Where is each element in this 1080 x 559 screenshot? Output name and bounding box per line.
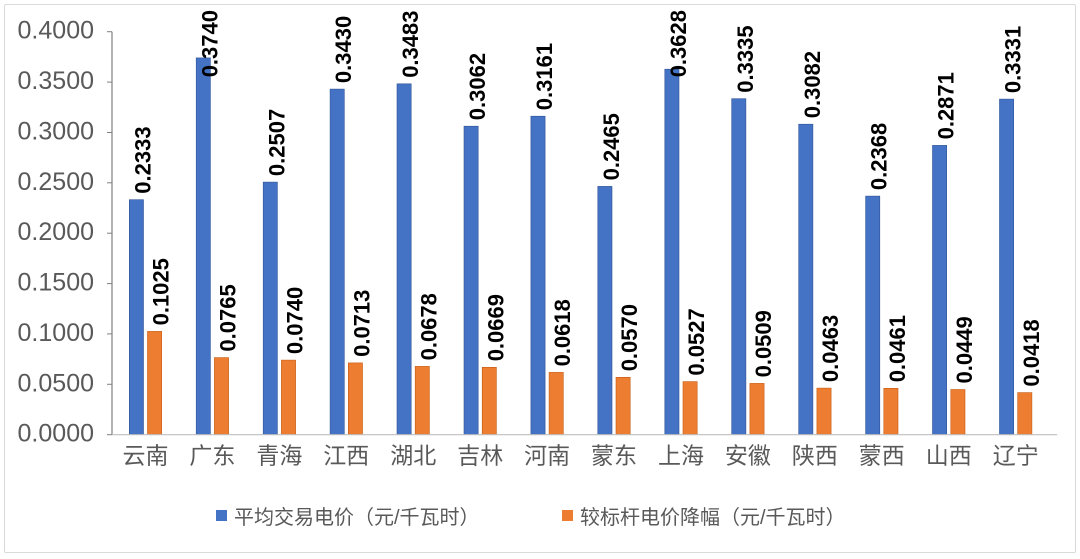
svg-text:0.0570: 0.0570 bbox=[617, 304, 642, 371]
svg-text:0.3000: 0.3000 bbox=[18, 118, 94, 146]
svg-text:陕西: 陕西 bbox=[792, 443, 838, 469]
svg-text:0.2871: 0.2871 bbox=[934, 72, 959, 139]
svg-text:0.0500: 0.0500 bbox=[18, 369, 94, 397]
svg-text:0.3161: 0.3161 bbox=[532, 43, 557, 110]
svg-text:0.1500: 0.1500 bbox=[18, 269, 94, 297]
svg-text:江西: 江西 bbox=[323, 443, 369, 469]
svg-text:0.3483: 0.3483 bbox=[398, 11, 423, 78]
svg-text:蒙东: 蒙东 bbox=[591, 443, 637, 469]
svg-text:云南: 云南 bbox=[123, 443, 169, 469]
svg-text:0.0765: 0.0765 bbox=[216, 284, 241, 351]
svg-text:山西: 山西 bbox=[926, 443, 972, 469]
svg-text:0.3740: 0.3740 bbox=[197, 10, 222, 77]
svg-text:辽宁: 辽宁 bbox=[993, 443, 1039, 469]
svg-text:0.0669: 0.0669 bbox=[483, 294, 508, 361]
svg-text:蒙西: 蒙西 bbox=[859, 443, 905, 469]
svg-text:0.0463: 0.0463 bbox=[818, 315, 843, 382]
svg-text:0.2507: 0.2507 bbox=[264, 109, 289, 176]
svg-text:0.3430: 0.3430 bbox=[331, 16, 356, 83]
svg-text:广东: 广东 bbox=[189, 443, 235, 469]
svg-text:0.3082: 0.3082 bbox=[800, 51, 825, 118]
svg-text:0.2500: 0.2500 bbox=[18, 168, 94, 196]
svg-text:0.3331: 0.3331 bbox=[1001, 26, 1026, 93]
svg-text:0.0000: 0.0000 bbox=[18, 420, 94, 448]
svg-text:0.3500: 0.3500 bbox=[18, 67, 94, 95]
svg-text:0.3335: 0.3335 bbox=[733, 25, 758, 92]
svg-text:0.2333: 0.2333 bbox=[130, 126, 155, 193]
svg-text:吉林: 吉林 bbox=[457, 443, 503, 469]
svg-text:0.0449: 0.0449 bbox=[952, 316, 977, 383]
svg-text:0.0509: 0.0509 bbox=[751, 310, 776, 377]
svg-text:河南: 河南 bbox=[524, 443, 570, 469]
svg-text:湖北: 湖北 bbox=[390, 443, 436, 469]
svg-text:0.3062: 0.3062 bbox=[465, 53, 490, 120]
svg-text:0.1000: 0.1000 bbox=[18, 319, 94, 347]
svg-text:0.2368: 0.2368 bbox=[867, 123, 892, 190]
svg-text:0.3628: 0.3628 bbox=[666, 10, 691, 77]
svg-text:青海: 青海 bbox=[256, 443, 302, 469]
svg-text:0.0740: 0.0740 bbox=[283, 287, 308, 354]
svg-text:0.2465: 0.2465 bbox=[599, 113, 624, 180]
svg-text:0.0418: 0.0418 bbox=[1019, 319, 1044, 386]
svg-text:0.1025: 0.1025 bbox=[149, 258, 174, 325]
svg-text:0.0713: 0.0713 bbox=[349, 290, 374, 357]
svg-text:安徽: 安徽 bbox=[725, 443, 771, 469]
svg-text:0.0618: 0.0618 bbox=[550, 299, 575, 366]
svg-text:0.0461: 0.0461 bbox=[885, 315, 910, 382]
svg-text:上海: 上海 bbox=[658, 443, 704, 469]
svg-text:0.0527: 0.0527 bbox=[684, 308, 709, 375]
svg-text:0.2000: 0.2000 bbox=[18, 218, 94, 246]
svg-text:0.0678: 0.0678 bbox=[416, 293, 441, 360]
svg-text:0.4000: 0.4000 bbox=[18, 17, 94, 45]
